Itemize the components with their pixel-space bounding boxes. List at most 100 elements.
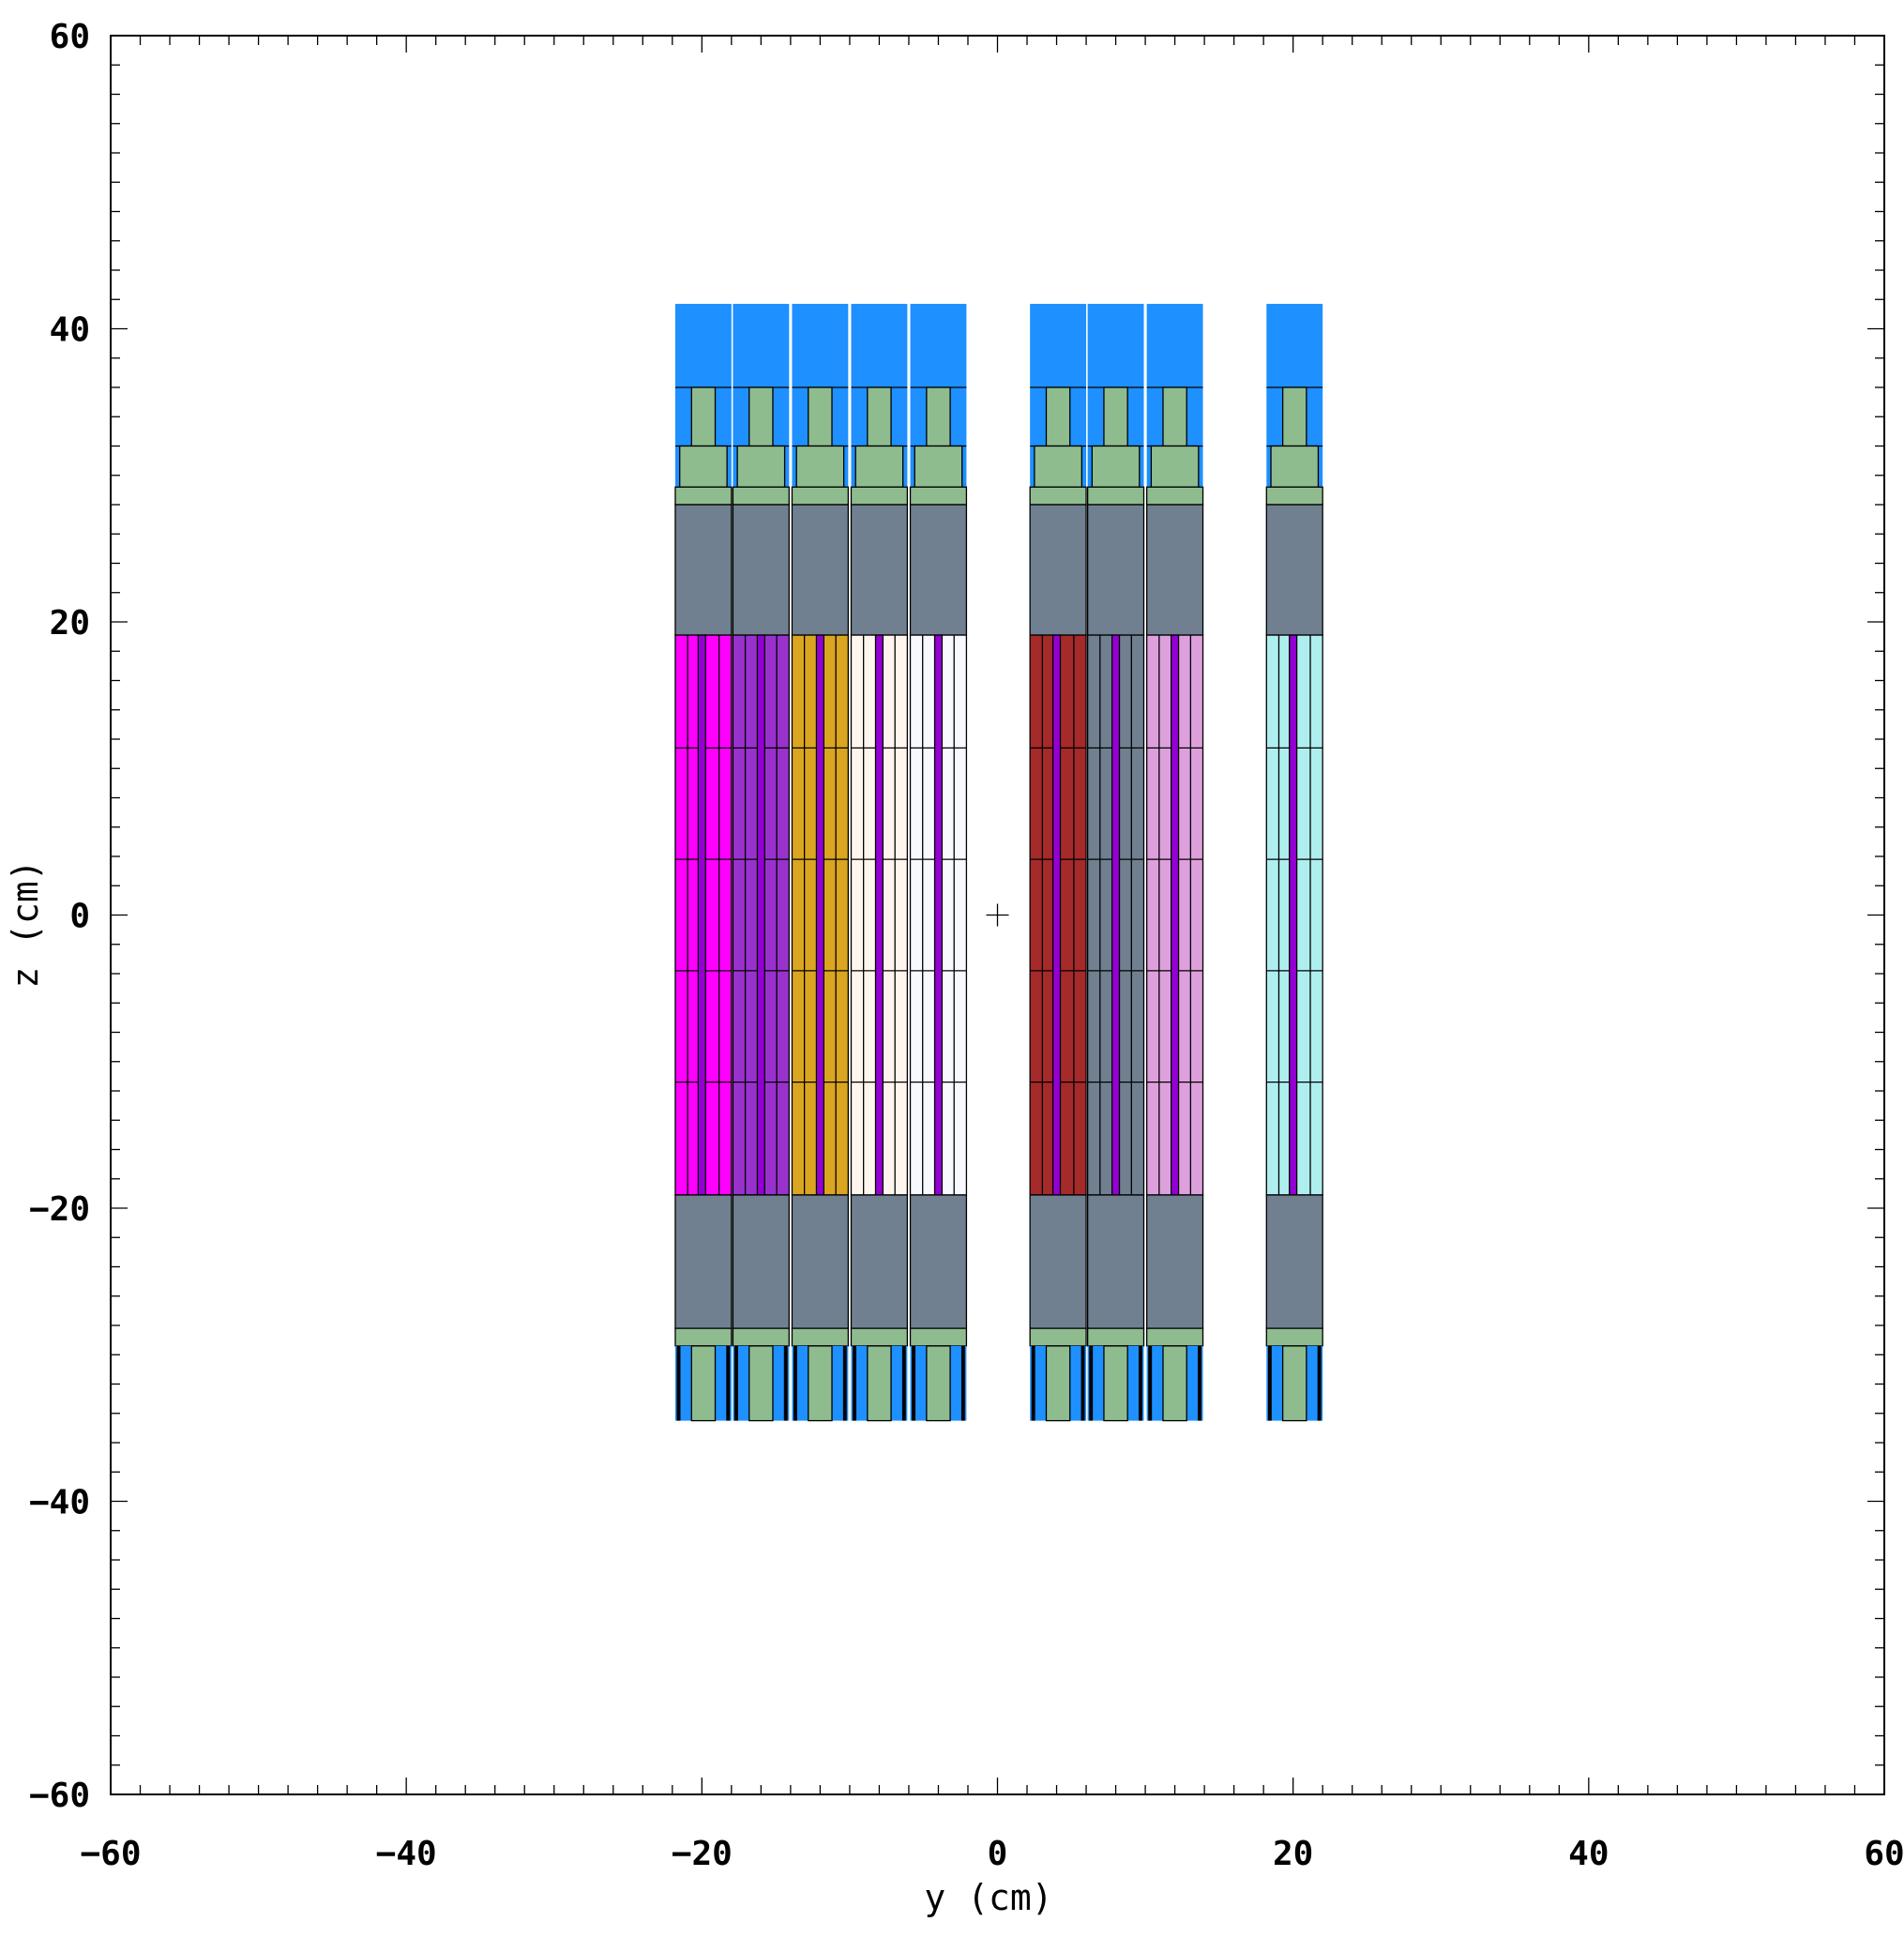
bottom-plate	[850, 1327, 909, 1347]
upper-plenum	[1029, 504, 1087, 636]
fuel-assembly	[674, 303, 733, 1422]
fuel-assembly	[732, 303, 790, 1422]
control-rod	[1171, 634, 1180, 1196]
bottom-side-pin	[912, 1345, 916, 1421]
fuel-assembly	[1265, 303, 1323, 1422]
top-head	[854, 445, 904, 488]
bottom-nozzle	[808, 1345, 833, 1422]
y-tick-label: −20	[29, 1190, 90, 1229]
top-reflector	[910, 303, 967, 388]
top-reflector	[792, 303, 849, 388]
bottom-plate	[909, 1327, 968, 1347]
top-reflector	[851, 303, 908, 388]
top-stem	[1045, 386, 1071, 447]
bottom-plate	[791, 1327, 849, 1347]
top-head	[736, 445, 786, 488]
bottom-nozzle	[1045, 1345, 1071, 1422]
fuel-assembly	[909, 303, 968, 1422]
bottom-side-pin	[853, 1345, 857, 1421]
x-tick-labels: −60 −40 −20 0 20 40 60	[80, 1835, 1904, 1873]
y-tick-label: 20	[50, 604, 90, 643]
bottom-nozzle	[1281, 1345, 1307, 1422]
top-plate	[909, 486, 968, 506]
x-tick-label: 40	[1568, 1835, 1609, 1873]
top-stem	[926, 386, 951, 447]
top-head	[914, 445, 963, 488]
top-head	[1270, 445, 1320, 488]
fuel-assembly	[1086, 303, 1145, 1422]
x-tick-label: −40	[376, 1835, 437, 1873]
top-stem	[1103, 386, 1128, 447]
top-stem	[1281, 386, 1307, 447]
lower-plenum	[791, 1194, 849, 1329]
lower-plenum	[674, 1194, 733, 1329]
control-rod	[756, 634, 765, 1196]
bottom-side-pin	[1080, 1345, 1085, 1421]
bottom-side-pin	[842, 1345, 847, 1421]
bottom-side-pin	[783, 1345, 788, 1421]
x-axis-title: y (cm)	[924, 1877, 1052, 1918]
upper-plenum	[1146, 504, 1204, 636]
bottom-plate	[732, 1327, 790, 1347]
bottom-nozzle	[1103, 1345, 1128, 1422]
bottom-side-pin	[1198, 1345, 1201, 1421]
lower-plenum	[850, 1194, 909, 1329]
upper-plenum	[1086, 504, 1145, 636]
bottom-side-pin	[1031, 1345, 1035, 1421]
bottom-side-pin	[793, 1345, 797, 1421]
y-tick-label: −40	[29, 1484, 90, 1522]
y-tick-labels: −60 −40 −20 0 20 40 60	[29, 18, 90, 1815]
y-tick-label: −60	[29, 1777, 90, 1815]
fuel-assembly	[1029, 303, 1087, 1422]
x-tick-label: 20	[1273, 1835, 1313, 1873]
fuel-assembly	[1146, 303, 1204, 1422]
x-tick-label: 0	[988, 1835, 1008, 1873]
top-stem	[808, 386, 833, 447]
upper-plenum	[791, 504, 849, 636]
top-reflector	[1146, 303, 1203, 388]
control-rod	[815, 634, 824, 1196]
upper-plenum	[1265, 504, 1323, 636]
x-tick-label: 60	[1864, 1835, 1904, 1873]
control-rod	[1289, 634, 1298, 1196]
lower-plenum	[732, 1194, 790, 1329]
lower-plenum	[1146, 1194, 1204, 1329]
bottom-nozzle	[748, 1345, 774, 1422]
top-plate	[674, 486, 733, 506]
top-plate	[1146, 486, 1204, 506]
control-rod	[697, 634, 706, 1196]
bottom-side-pin	[1317, 1345, 1322, 1421]
top-reflector	[674, 303, 732, 388]
bottom-plate	[1029, 1327, 1087, 1347]
top-stem	[748, 386, 774, 447]
top-head	[1034, 445, 1082, 488]
bottom-side-pin	[1138, 1345, 1142, 1421]
top-plate	[1086, 486, 1145, 506]
bottom-nozzle	[1162, 1345, 1187, 1422]
y-tick-label: 40	[50, 311, 90, 350]
top-head	[1150, 445, 1200, 488]
top-stem	[690, 386, 717, 447]
bottom-side-pin	[676, 1345, 681, 1421]
bottom-plate	[1265, 1327, 1323, 1347]
x-tick-label: −60	[80, 1835, 141, 1873]
upper-plenum	[732, 504, 790, 636]
bottom-side-pin	[901, 1345, 906, 1421]
top-reflector	[1087, 303, 1144, 388]
top-reflector	[733, 303, 790, 388]
bottom-side-pin	[1148, 1345, 1153, 1421]
bottom-side-pin	[1089, 1345, 1094, 1421]
top-plate	[791, 486, 849, 506]
bottom-plate	[674, 1327, 733, 1347]
top-head	[795, 445, 845, 488]
y-tick-label: 60	[50, 18, 90, 56]
top-reflector	[1030, 303, 1087, 388]
top-plate	[1265, 486, 1323, 506]
control-rod	[933, 634, 944, 1196]
top-plate	[850, 486, 909, 506]
bottom-nozzle	[926, 1345, 951, 1422]
assemblies-layer	[674, 303, 1323, 1422]
top-plate	[1029, 486, 1087, 506]
x-tick-label: −20	[672, 1835, 733, 1873]
